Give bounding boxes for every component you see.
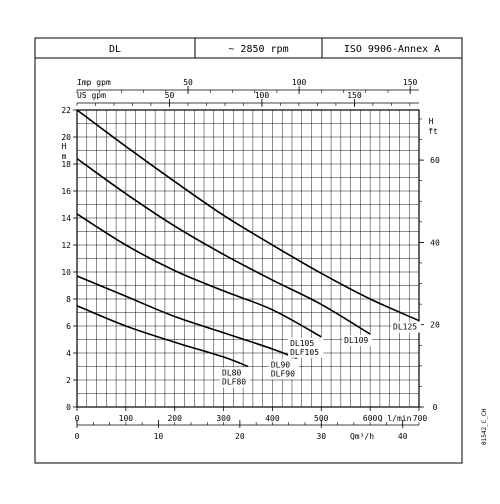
y-left-tick-label: 4 (66, 349, 71, 358)
y-left-label-symbol: H (62, 142, 67, 151)
x-primary-tick-label: 300 (216, 414, 231, 423)
y-right-tick-label: 60 (430, 156, 440, 165)
x-primary-tick-label: 400 (265, 414, 280, 423)
y-left-tick-label: 8 (66, 295, 71, 304)
curve-dl105 (76, 213, 322, 338)
curve-label-dlf90: DLF90 (271, 369, 295, 378)
y-left-tick-label: 10 (61, 268, 71, 277)
outer-frame (34, 37, 463, 464)
y-right-tick-label: 0 (433, 403, 438, 412)
m3h-tick-label: 10 (154, 432, 164, 441)
curve-label-dl125: DL125 (393, 323, 417, 332)
imp-gpm-tick-label: 50 (183, 78, 193, 87)
x-primary-tick-label: 100 (119, 414, 134, 423)
y-right-label-symbol: H (429, 117, 434, 126)
y-left-tick-label: 2 (66, 376, 71, 385)
y-right-label-unit: ft (428, 127, 438, 136)
curve-label-box (391, 321, 421, 333)
y-left-tick-label: 0 (66, 403, 71, 412)
imp-gpm-tick-label: 150 (403, 78, 418, 87)
x-primary-tick-label: 0 (75, 414, 80, 423)
x-primary-tick-label: 200 (167, 414, 182, 423)
curve-dl109 (76, 157, 371, 335)
header-model: DL (109, 44, 121, 55)
y-left-tick-label: 6 (66, 322, 71, 331)
x-primary-tick-label: 600 (363, 414, 378, 423)
curve-label-dl109: DL109 (344, 336, 368, 345)
us-gpm-tick-label: 50 (165, 91, 175, 100)
curve-label-dlf105: DLF105 (290, 348, 319, 357)
curve-label-box (342, 335, 373, 347)
m3h-label: Qm³/h (350, 432, 374, 441)
y-left-label-unit: m (62, 152, 67, 161)
curve-label-box (288, 337, 324, 358)
chart-grid (76, 109, 420, 408)
x-primary-tick-label: 500 (314, 414, 329, 423)
imp-gpm-tick-label: 100 (292, 78, 307, 87)
curve-label-box (268, 359, 299, 380)
y-left-tick-label: 16 (61, 187, 71, 196)
us-gpm-label: US gpm (77, 91, 106, 100)
m3h-tick-label: 0 (75, 432, 80, 441)
y-left-tick-label: 22 (61, 106, 71, 115)
m3h-tick-label: 40 (398, 432, 408, 441)
curve-label-dl90: DL90 (271, 360, 290, 369)
curve-label-dlf80: DLF80 (222, 378, 246, 387)
curve-dl80 (76, 305, 249, 368)
curve-label-box (220, 367, 250, 388)
plot-border (76, 109, 420, 408)
curve-label-dl105: DL105 (290, 339, 314, 348)
y-left-tick-label: 12 (61, 241, 71, 250)
us-gpm-tick-label: 150 (347, 91, 362, 100)
y-right-tick-label: 40 (430, 238, 440, 247)
m3h-tick-label: 20 (235, 432, 245, 441)
x-primary-tick-label: 700 (413, 414, 428, 423)
imp-gpm-label: Imp gpm (77, 78, 111, 87)
y-right-tick-label: 20 (430, 321, 440, 330)
header-standard: ISO 9906-Annex A (344, 44, 440, 55)
y-left-tick-label: 20 (61, 133, 71, 142)
m3h-tick-label: 30 (316, 432, 326, 441)
x-primary-label: Q l/min (378, 414, 412, 423)
curve-label-dl80: DL80 (222, 369, 241, 378)
us-gpm-tick-label: 100 (255, 91, 270, 100)
header-speed: ~ 2850 rpm (228, 44, 288, 55)
y-left-tick-label: 14 (61, 214, 71, 223)
curve-dl125 (76, 109, 420, 322)
y-left-tick-label: 18 (61, 160, 71, 169)
curve-dl90 (76, 275, 298, 360)
figure-code: 01542_C_CH (481, 408, 488, 445)
